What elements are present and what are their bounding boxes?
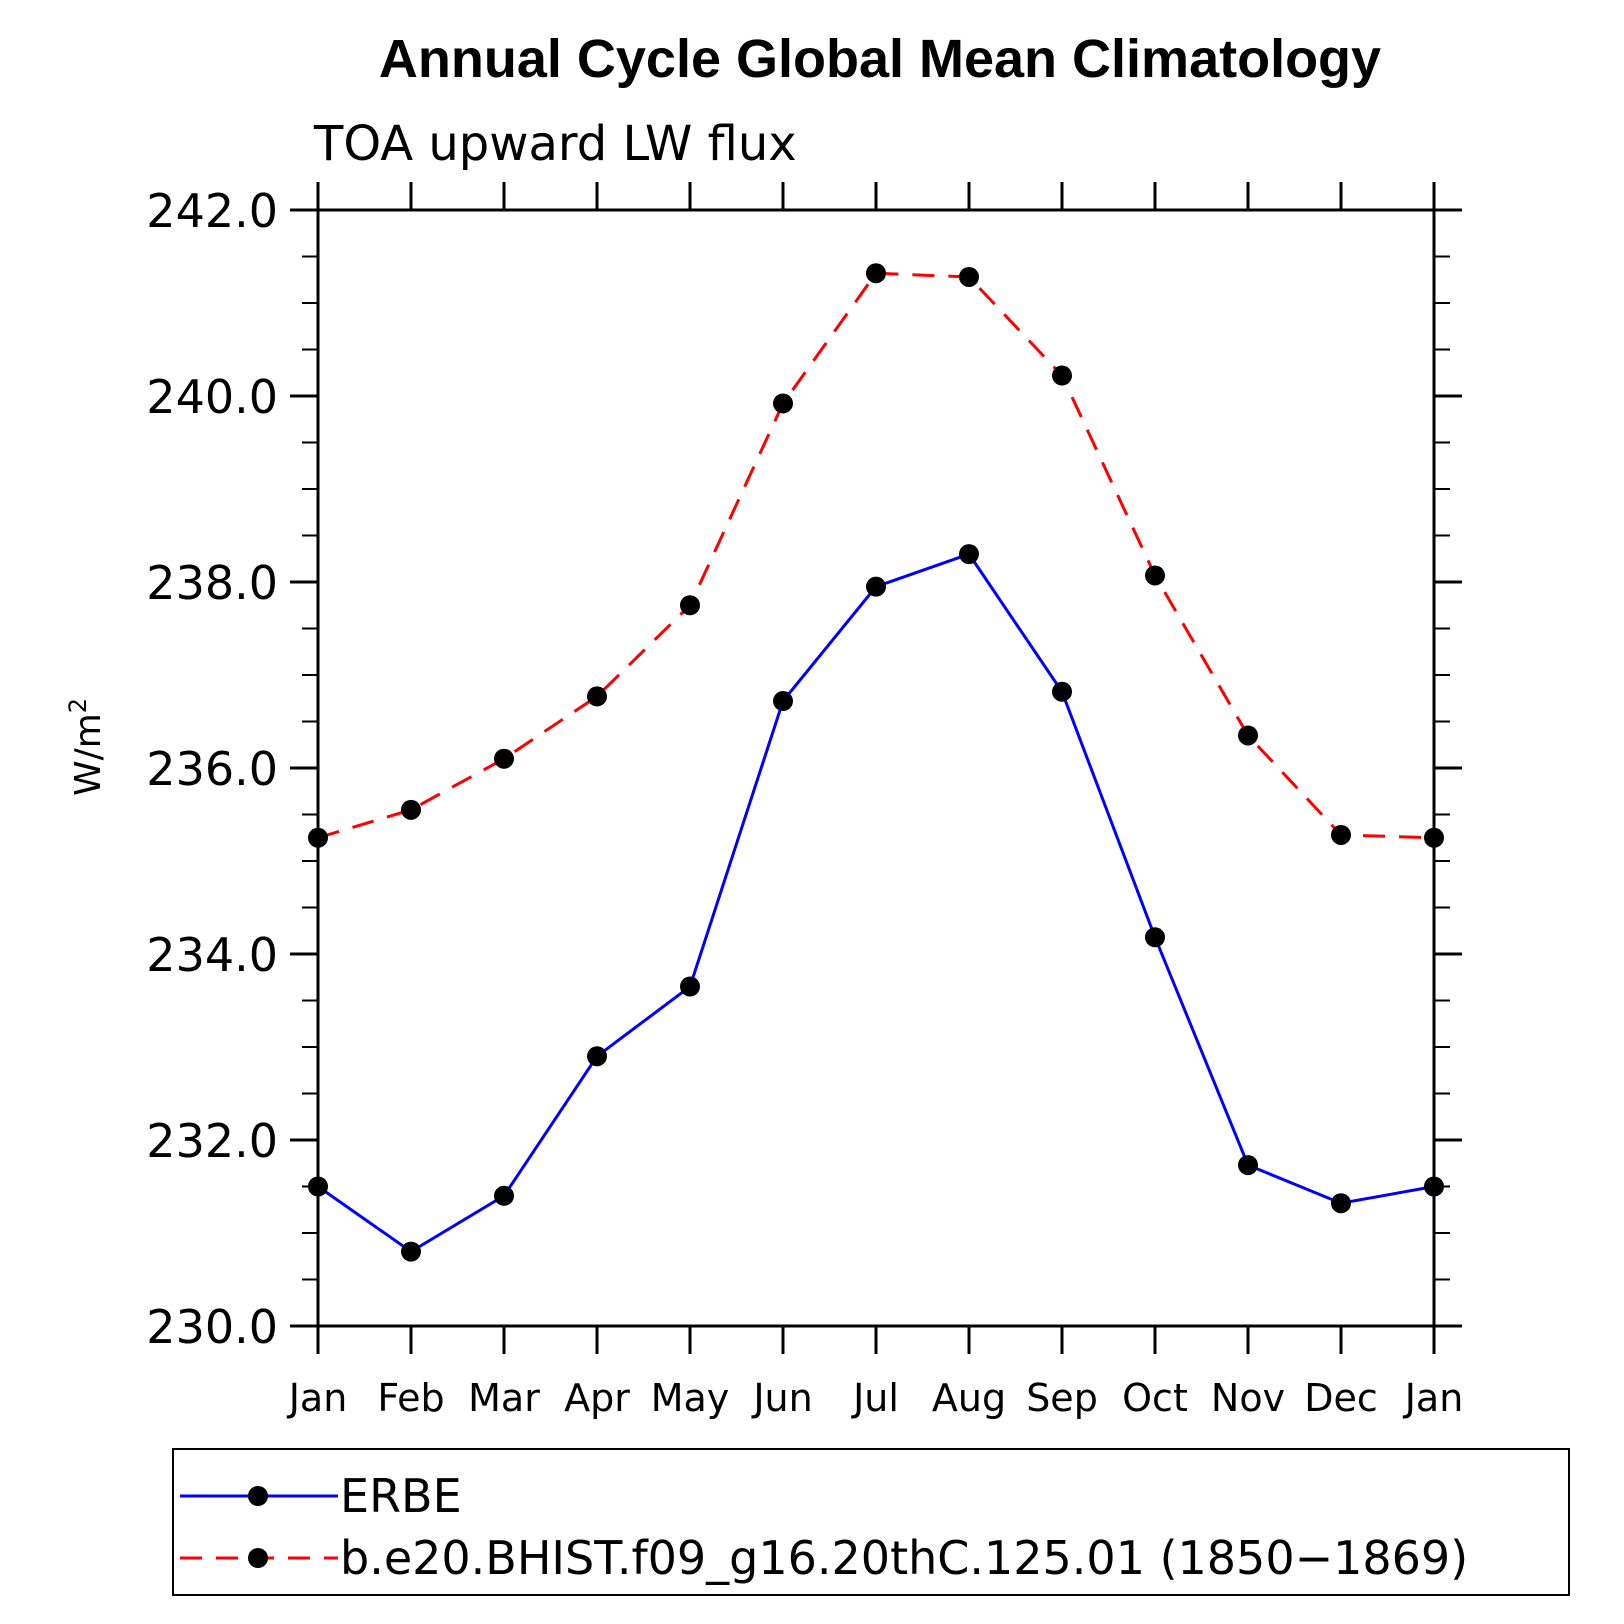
y-tick-label: 236.0: [146, 742, 278, 796]
y-tick-label: 242.0: [146, 184, 278, 238]
x-tick-label: Oct: [1122, 1376, 1188, 1420]
series-line-1: [317, 271, 1435, 840]
x-tick-label: Feb: [377, 1376, 444, 1420]
data-point-0-3: [587, 1046, 607, 1067]
x-tick-label: Jun: [751, 1376, 812, 1420]
data-point-0-9: [1145, 927, 1165, 948]
data-point-0-1: [401, 1241, 421, 1262]
series-layer: [308, 263, 1444, 1262]
y-tick-label: 234.0: [146, 928, 278, 982]
y-axis-label-text: W/m: [68, 713, 109, 796]
data-point-0-0: [308, 1176, 328, 1197]
data-point-0-7: [959, 544, 979, 565]
y-tick-label: 232.0: [146, 1114, 278, 1168]
x-tick-label: Aug: [932, 1376, 1006, 1420]
chart-subtitle: TOA upward LW flux: [314, 116, 797, 172]
y-tick-label: 238.0: [146, 556, 278, 610]
y-axis-label: W/m2: [64, 698, 109, 796]
data-point-1-11: [1331, 824, 1351, 845]
data-point-0-6: [866, 576, 886, 597]
chart-title: Annual Cycle Global Mean Climatology: [378, 29, 1382, 89]
data-point-1-9: [1145, 565, 1165, 586]
data-point-0-11: [1331, 1193, 1351, 1214]
axes-layer: 230.0 232.0 234.0 236.0 238.0 240.0 242.0 Jan Fe…: [146, 182, 1463, 1420]
x-tick-label: Sep: [1026, 1376, 1098, 1420]
data-point-1-6: [866, 263, 886, 284]
data-point-0-4: [680, 976, 700, 997]
x-tick-label: Jan: [1403, 1376, 1464, 1420]
data-point-1-5: [773, 393, 793, 414]
y-tick-label: 240.0: [146, 370, 278, 424]
data-point-0-5: [773, 691, 793, 712]
data-point-1-3: [587, 686, 607, 707]
x-tick-label: May: [651, 1376, 730, 1420]
data-point-1-7: [959, 266, 979, 287]
data-point-1-8: [1052, 365, 1072, 386]
data-point-1-10: [1238, 725, 1258, 746]
x-tick-label: Apr: [564, 1376, 630, 1420]
data-point-1-12: [1424, 827, 1444, 848]
data-point-1-1: [401, 799, 421, 820]
x-tick-label: Dec: [1304, 1376, 1378, 1420]
series-line-0: [317, 552, 1435, 1254]
data-point-0-8: [1052, 681, 1072, 702]
x-tick-label: Mar: [468, 1376, 540, 1420]
data-point-1-4: [680, 595, 700, 616]
x-tick-label: Nov: [1211, 1376, 1285, 1420]
data-point-1-0: [308, 827, 328, 848]
x-tick-label: Jul: [851, 1376, 899, 1420]
data-point-0-2: [494, 1185, 514, 1206]
data-point-1-2: [494, 748, 514, 769]
data-point-0-10: [1238, 1155, 1258, 1176]
legend: [172, 1448, 1570, 1596]
y-tick-label: 230.0: [146, 1300, 278, 1354]
data-point-0-12: [1424, 1176, 1444, 1197]
x-tick-label: Jan: [287, 1376, 348, 1420]
y-axis-label-superscript: 2: [64, 698, 92, 713]
